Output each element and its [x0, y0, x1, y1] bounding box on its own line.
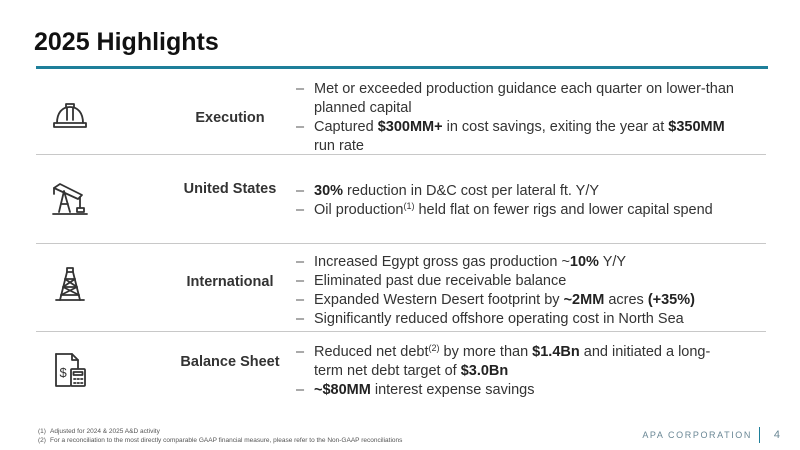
bullet-text: held flat on fewer rigs and lower capita… — [414, 202, 713, 218]
bullet-text: Eliminated past due receivable balance — [314, 273, 567, 289]
bullet-text: Oil production — [314, 202, 404, 218]
bullet-item: ~$80MM interest expense savings — [296, 381, 736, 400]
footnote-ref: (1) — [403, 201, 415, 211]
page-number: 4 — [773, 429, 780, 441]
bullet-item: Eliminated past due receivable balance — [296, 272, 736, 291]
bullet-highlight: ~2MM — [563, 292, 605, 308]
footnotes: (1) Adjusted for 2024 & 2025 A&D activity… — [38, 428, 402, 445]
bullet-highlight: $1.4Bn — [532, 344, 580, 360]
row-label-united-states: United States — [175, 180, 285, 218]
row-divider — [36, 243, 766, 244]
row-label-international: International — [186, 274, 274, 290]
page-title: 2025 Highlights — [34, 28, 219, 56]
hard-hat-icon — [50, 96, 90, 136]
bullet-item: Oil production(1) held flat on fewer rig… — [296, 201, 736, 220]
bullet-text: Captured — [314, 119, 378, 135]
pump-jack-icon — [50, 178, 90, 218]
row-label-text: United States — [183, 181, 277, 197]
bullet-item: 30% reduction in D&C cost per lateral ft… — [296, 182, 736, 201]
bullet-highlight: $350MM — [668, 119, 725, 135]
title-underline — [36, 66, 768, 69]
bullet-text: and initiated a long-term net debt targe… — [314, 344, 711, 379]
bullet-item: Significantly reduced offshore operating… — [296, 310, 736, 329]
bullet-list-execution: Met or exceeded production guidance each… — [296, 80, 736, 156]
bullet-highlight: $300MM+ — [377, 119, 443, 135]
bullet-text: interest expense savings — [370, 382, 535, 398]
bullet-text: by more than — [439, 344, 533, 360]
bullet-list-united-states: 30% reduction in D&C cost per lateral ft… — [296, 182, 736, 220]
row-divider — [36, 331, 766, 332]
bullet-item: Met or exceeded production guidance each… — [296, 80, 736, 118]
footnote: (1) Adjusted for 2024 & 2025 A&D activity — [38, 428, 160, 435]
oil-derrick-icon — [50, 264, 90, 304]
bullet-highlight: ~$80MM — [314, 382, 371, 398]
footer-company-name: APA CORPORATION — [642, 430, 752, 440]
bullet-highlight: $3.0Bn — [460, 363, 509, 379]
bullet-item: Expanded Western Desert footprint by ~2M… — [296, 291, 736, 310]
footer-divider — [758, 427, 760, 443]
bullet-text: Significantly reduced offshore operating… — [314, 311, 684, 327]
bullet-text: Reduced net debt — [314, 344, 429, 360]
bullet-text: reduction in D&C cost per lateral ft. Y/… — [343, 183, 600, 199]
financial-document-icon: $ — [50, 350, 90, 390]
bullet-item: Captured $300MM+ in cost savings, exitin… — [296, 118, 736, 156]
footnote-ref: (2) — [428, 343, 440, 353]
bullet-highlight: 10% — [569, 254, 599, 270]
bullet-item: Increased Egypt gross gas production ~10… — [296, 253, 736, 272]
bullet-highlight: (+35%) — [647, 292, 695, 308]
row-divider — [36, 154, 766, 155]
bullet-list-balance-sheet: Reduced net debt(2) by more than $1.4Bn … — [296, 343, 736, 400]
footnote: (2) For a reconciliation to the most dire… — [38, 436, 403, 444]
row-label-execution: Execution — [195, 110, 265, 126]
bullet-text: Y/Y — [598, 254, 627, 270]
svg-text:$: $ — [60, 365, 68, 380]
bullet-item: Reduced net debt(2) by more than $1.4Bn … — [296, 343, 736, 381]
bullet-text: Increased Egypt gross gas production ~ — [314, 254, 570, 270]
bullet-highlight: 30% — [314, 183, 344, 199]
bullet-text: acres — [604, 292, 648, 308]
bullet-text: in cost savings, exiting the year at — [442, 119, 669, 135]
bullet-text: Expanded Western Desert footprint by — [314, 292, 564, 308]
bullet-text: run rate — [314, 138, 364, 154]
row-label-balance-sheet: Balance Sheet — [180, 354, 280, 370]
bullet-text: Met or exceeded production guidance each… — [314, 81, 734, 116]
bullet-list-international: Increased Egypt gross gas production ~10… — [296, 253, 736, 329]
